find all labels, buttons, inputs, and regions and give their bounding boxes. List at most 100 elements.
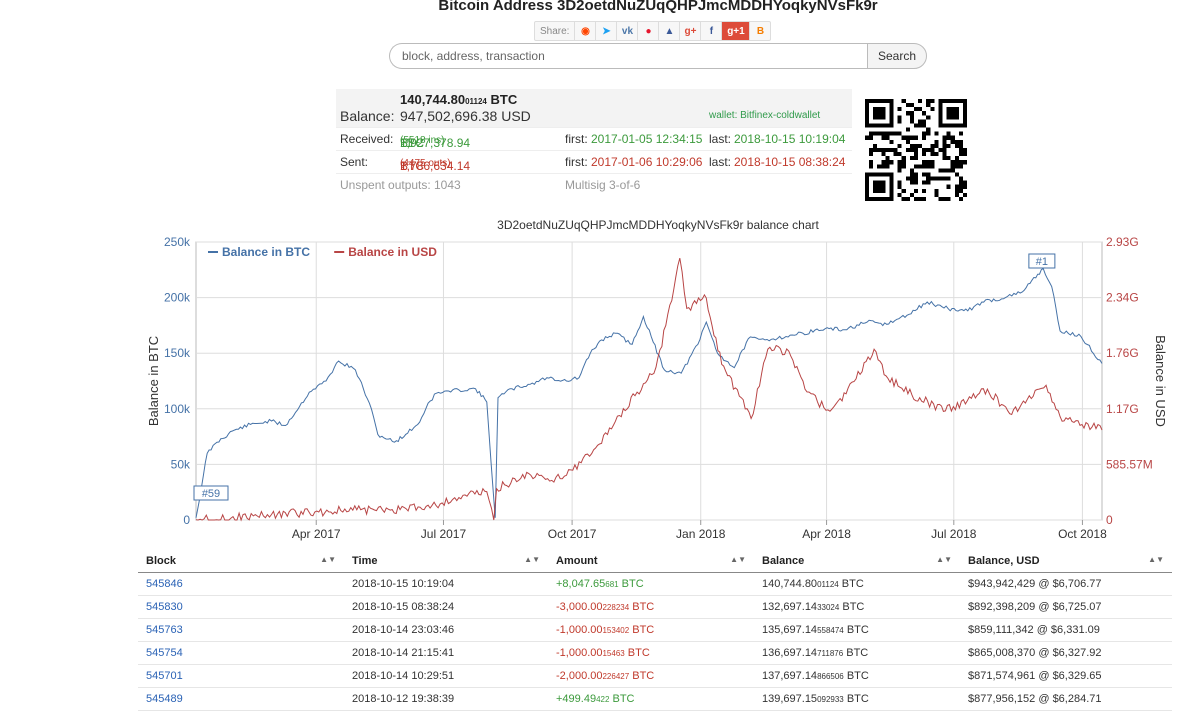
table-row: 545763 2018-10-14 23:03:46 -1,000.00153402… (138, 618, 1172, 642)
blogger-icon[interactable]: B (749, 22, 770, 40)
search-input[interactable] (389, 43, 869, 69)
transactions-table: Block ▲▼ Time ▲▼ Amount ▲▼ Balance ▲▼ Balanc… (138, 550, 1172, 711)
block-link[interactable]: 545846 (146, 578, 183, 590)
received-first: 2017-01-05 12:34:15 (591, 132, 703, 146)
tx-balance: 137,697.14866506 BTC (754, 664, 960, 688)
col-block[interactable]: Block ▲▼ (138, 550, 344, 573)
tx-balance: 132,697.1433024 BTC (754, 595, 960, 619)
wallet-link[interactable]: wallet: Bitfinex-coldwallet (709, 110, 821, 121)
table-row: 545489 2018-10-12 19:38:39 +499.49422 BTC 1… (138, 687, 1172, 711)
table-row: 545754 2018-10-14 21:15:41 -1,000.0015463 … (138, 641, 1172, 665)
google-plus-icon[interactable]: g+ (679, 22, 700, 40)
col-amount[interactable]: Amount ▲▼ (548, 550, 754, 573)
address-summary: 140,744.8001124 BTC Balance: 947,502,696… (336, 89, 852, 196)
balance-chart: 0 50k 100k 150k 200k 250k 0 585.57M 1.17G 1.76G 2.… (146, 235, 1168, 541)
sent-last-label: last: (709, 155, 732, 169)
y2-tick-label: 1.76G (1106, 346, 1139, 360)
balance-label: Balance: (340, 108, 395, 124)
balance-btc-unit: BTC (490, 92, 518, 107)
block-link[interactable]: 545763 (146, 624, 183, 636)
tx-balance-usd: $865,008,370 @ $6,327.92 (960, 641, 1172, 665)
y-tick-label: 50k (171, 457, 191, 471)
y-tick-label: 200k (164, 291, 191, 305)
balance-usd: 947,502,696.38 USD (400, 108, 531, 124)
tx-amount: -1,000.00153402 BTC (548, 618, 754, 642)
gplus-count: 1 (739, 25, 745, 37)
block-link[interactable]: 545489 (146, 693, 183, 705)
reddit-icon[interactable]: ◉ (574, 22, 595, 40)
table-row: 545701 2018-10-14 10:29:51 -2,000.00226427… (138, 664, 1172, 688)
tx-amount: +8,047.65681 BTC (548, 572, 754, 596)
annotation-box (193, 485, 229, 501)
sent-first-label: first: (565, 155, 588, 169)
tx-balance: 136,697.14711876 BTC (754, 641, 960, 665)
y-tick-label: 150k (164, 346, 191, 360)
tx-balance-usd: $892,398,209 @ $6,725.07 (960, 595, 1172, 619)
like-icon[interactable]: ▲ (658, 22, 679, 40)
received-last: 2018-10-15 10:19:04 (734, 132, 846, 146)
y2-tick-label: 585.57M (1106, 457, 1153, 471)
received-row: Received: 1,927,378.94 11 BTC (5518 ins) … (336, 127, 852, 150)
y2-axis-title: Balance in USD (1153, 335, 1168, 427)
tx-amount: -3,000.00228234 BTC (548, 595, 754, 619)
y-tick-label: 0 (183, 513, 190, 527)
twitter-icon[interactable]: ➤ (595, 22, 616, 40)
y2-tick-label: 2.93G (1106, 235, 1139, 249)
y2-tick-label: 2.34G (1106, 291, 1139, 305)
received-amount: 1,927,378.94 11 BTC (5518 ins) (400, 135, 471, 150)
block-link[interactable]: 545754 (146, 647, 183, 659)
unspent-count: 1043 (434, 178, 461, 192)
tx-balance: 139,697.15092933 BTC (754, 687, 960, 711)
multisig-info: Multisig 3-of-6 (565, 178, 641, 192)
vk-icon[interactable]: vk (616, 22, 637, 40)
received-first-label: first: (565, 132, 588, 146)
x-tick-label: Oct 2017 (548, 527, 597, 541)
legend-item: Balance in USD (348, 245, 437, 259)
sent-last: 2018-10-15 08:38:24 (734, 155, 846, 169)
x-tick-label: Oct 2018 (1058, 527, 1107, 541)
google-plus-one-button[interactable]: g+ 1 (721, 22, 750, 40)
tx-balance: 140,744.8001124 BTC (754, 572, 960, 596)
balance-box: 140,744.8001124 BTC Balance: 947,502,696… (336, 89, 852, 127)
block-link[interactable]: 545701 (146, 670, 183, 682)
facebook-icon[interactable]: f (700, 22, 721, 40)
x-tick-label: Jul 2017 (421, 527, 467, 541)
tx-amount: -1,000.0015463 BTC (548, 641, 754, 665)
received-last-label: last: (709, 132, 732, 146)
unspent-row: Unspent outputs: 1043 Multisig 3-of-6 (336, 173, 852, 196)
annotation-label: #59 (202, 488, 220, 500)
share-label: Share: (540, 25, 570, 37)
tx-balance-usd: $871,574,961 @ $6,329.65 (960, 664, 1172, 688)
tx-balance-usd: $877,956,152 @ $6,284.71 (960, 687, 1172, 711)
page-title: Bitcoin Address 3D2oetdNuZUqQHPJmcMDDHYo… (438, 0, 878, 14)
y2-tick-label: 1.17G (1106, 402, 1139, 416)
col-balance[interactable]: Balance ▲▼ (754, 550, 960, 573)
qr-code (865, 99, 967, 201)
tx-balance-usd: $859,111,342 @ $6,331.09 (960, 618, 1172, 642)
series-line-btc (195, 268, 1103, 518)
tx-time: 2018-10-14 21:15:41 (344, 641, 548, 665)
sent-row: Sent: 1,786,634.14 1 BTC (4475 outs) firs… (336, 150, 852, 173)
y2-tick-label: 0 (1106, 513, 1113, 527)
col-balance-usd[interactable]: Balance, USD ▲▼ (960, 550, 1172, 573)
x-tick-label: Jan 2018 (676, 527, 726, 541)
block-link[interactable]: 545830 (146, 601, 183, 613)
tx-amount: -2,000.00226427 BTC (548, 664, 754, 688)
weibo-icon[interactable]: ● (637, 22, 658, 40)
tx-time: 2018-10-12 19:38:39 (344, 687, 548, 711)
sent-label: Sent: (340, 155, 369, 169)
sent-amount: 1,786,634.14 1 BTC (4475 outs) (400, 158, 471, 173)
received-label: Received: (340, 132, 394, 146)
col-time[interactable]: Time ▲▼ (344, 550, 548, 573)
tx-balance-usd: $943,942,429 @ $6,706.77 (960, 572, 1172, 596)
x-tick-label: Apr 2017 (292, 527, 341, 541)
balance-btc: 140,744.8001124 BTC (400, 92, 517, 107)
search-button[interactable]: Search (867, 43, 927, 69)
balance-btc-main: 140,744.80 (400, 92, 466, 107)
y-tick-label: 250k (164, 235, 191, 249)
share-bar: Share: ◉ ➤ vk ● ▲ g+ f g+ 1 B (534, 21, 772, 41)
y-tick-label: 100k (164, 402, 191, 416)
search-bar: Search (389, 43, 927, 69)
tx-time: 2018-10-14 23:03:46 (344, 618, 548, 642)
balance-btc-small: 01124 (465, 97, 487, 106)
